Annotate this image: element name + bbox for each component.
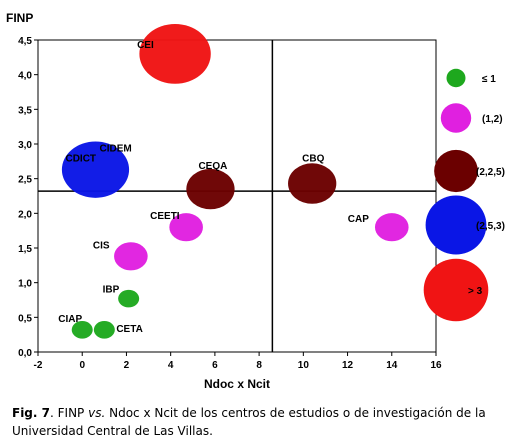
y-tick-label: 3,0 bbox=[18, 140, 32, 151]
bubble-ceta bbox=[93, 321, 115, 339]
legend-bubble-4 bbox=[425, 195, 487, 255]
x-tick-label: 12 bbox=[342, 360, 354, 371]
x-tick-label: 0 bbox=[79, 360, 85, 371]
bubble-ceqa bbox=[186, 168, 235, 210]
bubble-cbq bbox=[288, 163, 337, 204]
legend-label-3: (2,2,5) bbox=[476, 167, 505, 178]
y-tick-label: 1,0 bbox=[18, 279, 32, 290]
legend-bubble-1 bbox=[446, 68, 466, 88]
y-tick-label: 3,5 bbox=[18, 105, 32, 116]
point-label-cidem: CIDEM bbox=[99, 144, 131, 155]
point-label-ceeti: CEETI bbox=[150, 211, 180, 222]
x-axis-label: Ndoc x Ncit bbox=[204, 377, 270, 391]
x-tick-label: -2 bbox=[34, 360, 43, 371]
y-tick-label: 4,0 bbox=[18, 71, 32, 82]
bubbles bbox=[61, 23, 409, 339]
caption-text-2: Ndoc x Ncit de los centros de estudios o… bbox=[12, 406, 486, 438]
bubble-ciap bbox=[71, 321, 93, 339]
y-axis-label: FINP bbox=[6, 11, 33, 25]
bubble-cei bbox=[139, 23, 211, 84]
x-tick-label: 16 bbox=[430, 360, 442, 371]
legend-bubble-5 bbox=[423, 258, 489, 322]
y-tick-label: 4,5 bbox=[18, 36, 32, 47]
point-label-cei: CEI bbox=[137, 40, 154, 51]
y-tick-label: 1,5 bbox=[18, 244, 32, 255]
x-tick-label: 6 bbox=[212, 360, 218, 371]
point-label-ceta: CETA bbox=[116, 324, 142, 335]
x-axis-ticks: -2 0 2 4 6 8 10 12 14 16 bbox=[34, 352, 442, 371]
point-label-ibp: IBP bbox=[103, 285, 120, 296]
y-axis-ticks: 0,0 0,5 1,0 1,5 2,0 2,5 3,0 3,5 4,0 4,5 bbox=[18, 36, 38, 359]
caption-text-1: . FINP bbox=[50, 406, 89, 420]
legend-label-1: ≤ 1 bbox=[482, 74, 496, 85]
y-tick-label: 0,5 bbox=[18, 313, 32, 324]
y-tick-label: 0,0 bbox=[18, 348, 32, 359]
bubble-cap bbox=[374, 213, 409, 242]
bubble-cis bbox=[114, 242, 148, 271]
x-tick-label: 14 bbox=[386, 360, 398, 371]
bubble-cidem bbox=[61, 141, 130, 198]
legend-bubble-3 bbox=[434, 149, 478, 193]
x-tick-label: 4 bbox=[168, 360, 174, 371]
size-legend: ≤ 1 (1,2) (2,2,5) (2,5,3) > 3 bbox=[423, 68, 505, 322]
x-tick-label: 8 bbox=[256, 360, 262, 371]
x-tick-label: 10 bbox=[298, 360, 310, 371]
legend-label-4: (2,5,3) bbox=[476, 221, 505, 232]
point-label-cbq: CBQ bbox=[302, 154, 324, 165]
bubble-ibp bbox=[118, 289, 140, 308]
point-label-cdict: CDICT bbox=[65, 154, 96, 165]
plot-area-frame bbox=[37, 39, 437, 353]
y-tick-label: 2,0 bbox=[18, 209, 32, 220]
figure-caption: Fig. 7. FINP vs. Ndoc x Ncit de los cent… bbox=[12, 404, 512, 440]
point-label-cap: CAP bbox=[348, 214, 369, 225]
y-tick-label: 2,5 bbox=[18, 175, 32, 186]
point-label-cis: CIS bbox=[93, 240, 110, 251]
legend-label-5: > 3 bbox=[468, 286, 483, 297]
point-label-ciap: CIAP bbox=[58, 314, 82, 325]
bubble-ceeti bbox=[169, 213, 203, 242]
x-tick-label: 2 bbox=[124, 360, 130, 371]
point-label-ceqa: CEQA bbox=[198, 161, 227, 172]
caption-italic: vs. bbox=[88, 406, 106, 420]
legend-label-2: (1,2) bbox=[482, 114, 503, 125]
legend-bubble-2 bbox=[440, 103, 472, 133]
bubble-chart: FINP 0,0 0,5 1,0 1,5 2,0 2,5 3,0 3,5 4,0 4,5 -2 0 2… bbox=[6, 11, 505, 391]
figure-number: Fig. 7 bbox=[12, 406, 50, 420]
